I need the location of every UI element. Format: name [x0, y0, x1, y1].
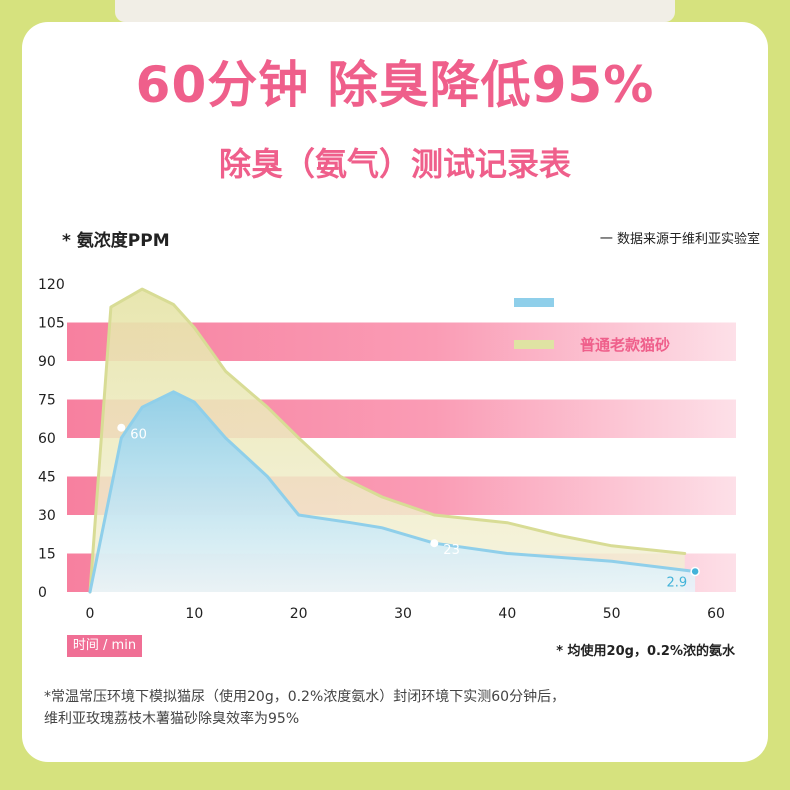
y-tick-label: 75 [38, 393, 56, 409]
series-line-1 [88, 287, 687, 594]
y-tick-label: 105 [38, 316, 65, 332]
footnote: *常温常压环境下模拟猫尿（使用20g，0.2%浓度氨水）封闭环境下实测60分钟后… [44, 686, 724, 730]
x-tick-label: 40 [498, 606, 516, 622]
x-tick-label: 50 [603, 606, 621, 622]
legend-label: 普通老款猫砂 [580, 336, 670, 354]
x-tick-label: 10 [185, 606, 203, 622]
x-tick-label: 0 [86, 606, 95, 622]
page-subtitle: 除臭（氨气）测试记录表 [218, 145, 571, 183]
y-tick-label: 45 [38, 470, 56, 486]
legend-label: 玫瑰荔枝木薯猫砂 [580, 294, 700, 312]
x-tick-label: 20 [290, 606, 308, 622]
footnote-line-1: *常温常压环境下模拟猫尿（使用20g，0.2%浓度氨水）封闭环境下实测60分钟后… [44, 689, 566, 705]
data-label: 23 [443, 543, 460, 558]
y-tick-label: 15 [38, 547, 56, 563]
legend-swatch [514, 298, 554, 307]
top-strip [115, 0, 675, 22]
series-area-0 [90, 391, 696, 592]
data-label: 2.9 [666, 575, 687, 590]
y-tick-label: 90 [38, 354, 56, 370]
series-line-0 [88, 390, 697, 594]
y-unit-label: * 氨浓度PPM [62, 231, 170, 251]
footnote-line-2: 维利亚玫瑰荔枝木薯猫砂除臭效率为95% [44, 711, 300, 727]
y-tick-label: 30 [38, 508, 56, 524]
data-point-marker [117, 423, 126, 432]
y-tick-label: 120 [38, 277, 65, 293]
y-tick-label: 60 [38, 431, 56, 447]
data-label: 60 [130, 428, 147, 443]
source-note: 一 数据来源于维利亚实验室 [599, 232, 760, 247]
usage-note: * 均使用20g，0.2%浓的氨水 [556, 644, 735, 659]
x-axis-title: 时间 / min [67, 635, 142, 657]
x-tick-label: 60 [707, 606, 725, 622]
data-point-marker [430, 539, 439, 548]
x-tick-label: 30 [394, 606, 412, 622]
legend-swatch [514, 340, 554, 349]
page-title: 60分钟 除臭降低95% [135, 56, 655, 114]
y-tick-label: 0 [38, 585, 47, 601]
data-point-marker [690, 566, 700, 577]
